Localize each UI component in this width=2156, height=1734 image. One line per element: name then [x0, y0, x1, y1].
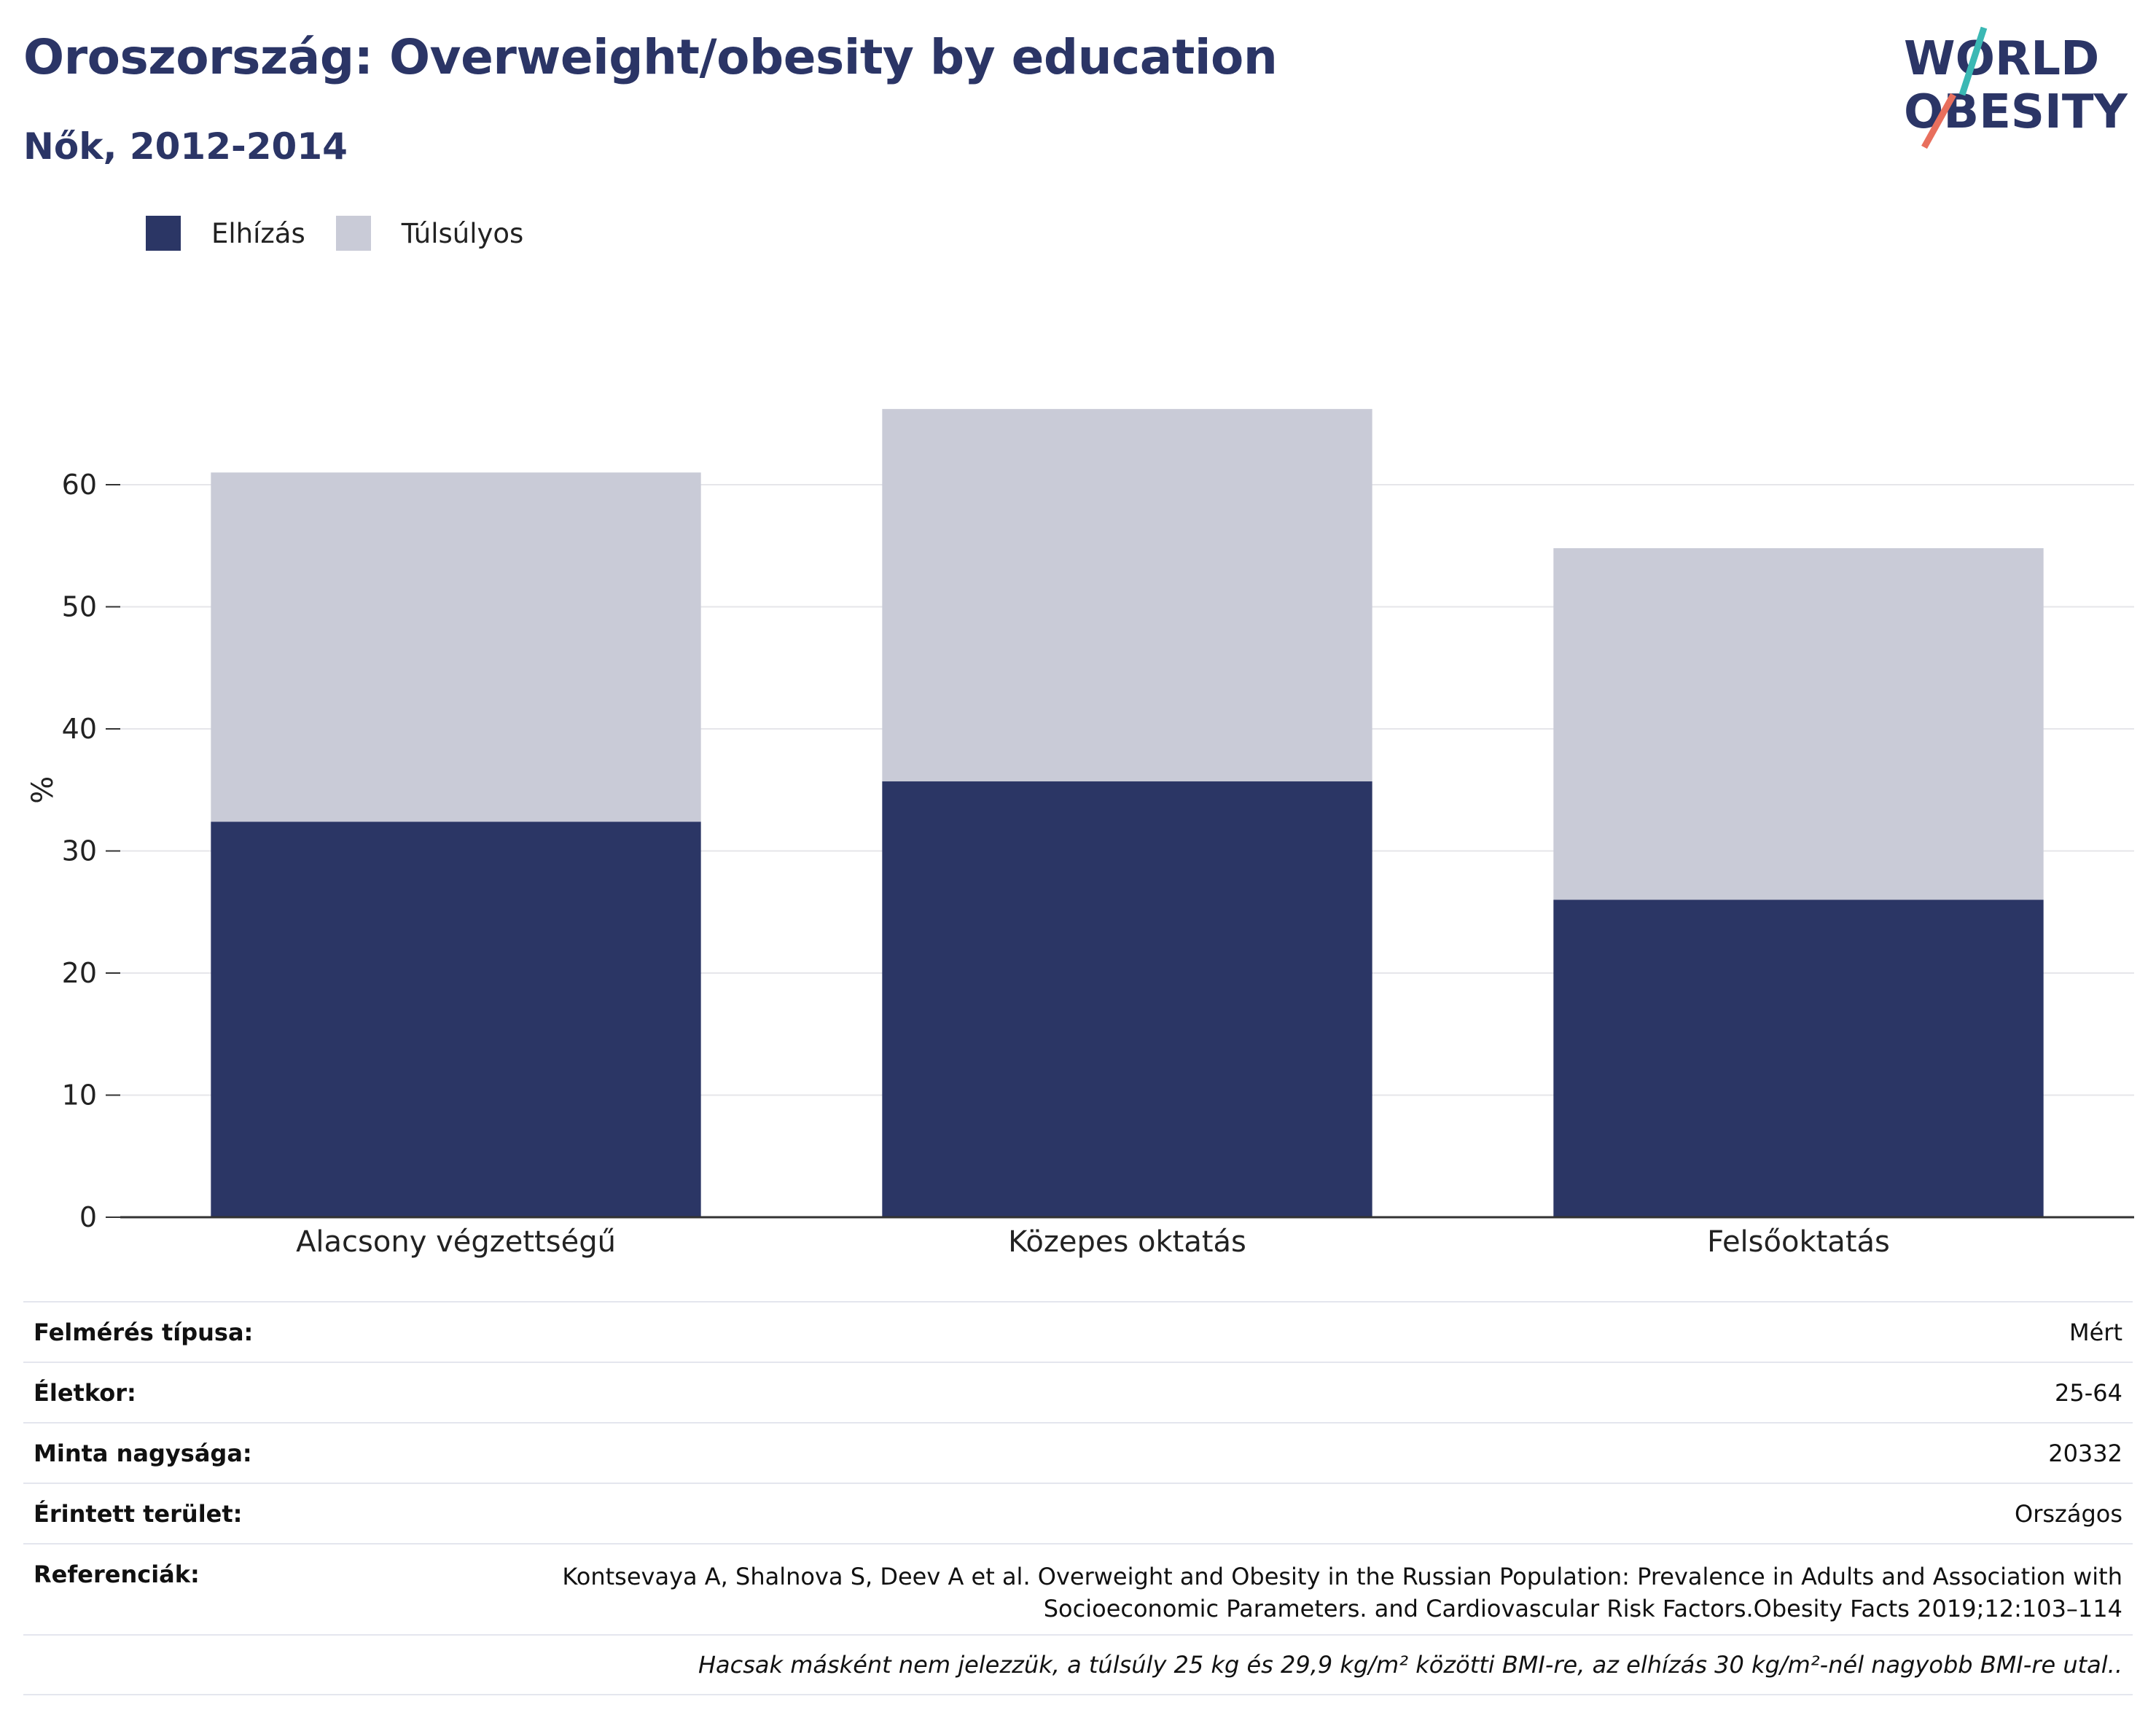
logo-line1: WORLD [1904, 32, 2099, 86]
info-key: Életkor: [34, 1378, 136, 1407]
y-tick-label: 40 [62, 713, 97, 745]
info-value: Mért [2069, 1318, 2122, 1346]
bmi-note: Hacsak másként nem jelezzük, a túlsúly 2… [698, 1651, 2122, 1679]
info-value: 25-64 [2055, 1378, 2122, 1407]
info-key: Minta nagysága: [34, 1439, 252, 1467]
info-row-area: Érintett terület: Országos [23, 1483, 2133, 1543]
x-category-label: Közepes oktatás [1008, 1225, 1246, 1259]
info-row-note: Hacsak másként nem jelezzük, a túlsúly 2… [23, 1634, 2133, 1695]
x-category-label: Felsőoktatás [1707, 1225, 1890, 1259]
legend: Elhízás Túlsúlyos [146, 216, 554, 251]
logo-teal-slash [1958, 26, 1988, 96]
info-key: Érintett terület: [34, 1499, 243, 1528]
y-tick-label: 30 [62, 835, 97, 867]
logo-coral-slash [1921, 93, 1956, 149]
y-tick-label: 20 [62, 957, 97, 989]
references-line-1: Kontsevaya A, Shalnova S, Deev A et al. … [562, 1563, 2122, 1590]
info-key: Felmérés típusa: [34, 1318, 254, 1346]
info-table: Felmérés típusa: Mért Életkor: 25-64 Min… [23, 1301, 2133, 1695]
chart-subtitle: Nők, 2012-2014 [23, 125, 348, 168]
legend-item-overweight[interactable]: Túlsúlyos [335, 216, 524, 251]
y-tick-label: 10 [62, 1079, 97, 1112]
bar-overweight [882, 409, 1372, 782]
bar-obesity [882, 781, 1372, 1217]
y-axis-label: % [26, 776, 60, 804]
info-row-references: Referenciák: Kontsevaya A, Shalnova S, D… [23, 1543, 2133, 1634]
bar-overweight [1553, 548, 2044, 900]
y-tick-label: 0 [79, 1201, 97, 1233]
info-row-sample-size: Minta nagysága: 20332 [23, 1422, 2133, 1483]
info-row-age: Életkor: 25-64 [23, 1362, 2133, 1422]
info-key: Referenciák: [34, 1561, 200, 1588]
bar-obesity [211, 821, 701, 1217]
bar-overweight [211, 472, 701, 822]
info-value: Országos [2015, 1499, 2122, 1528]
y-tick-label: 60 [62, 469, 97, 501]
bar-chart: 0 10 20 30 40 50 60% Alacsony végzettségű Közepe… [26, 409, 2134, 1259]
x-category-label: Alacsony végzettségű [296, 1225, 616, 1259]
y-tick-label: 50 [62, 591, 97, 623]
legend-item-obesity[interactable]: Elhízás [146, 216, 305, 251]
legend-label-overweight: Túlsúlyos [401, 217, 524, 249]
info-value: 20332 [2048, 1439, 2122, 1467]
chart-title: Oroszország: Overweight/obesity by educa… [23, 29, 1278, 85]
info-row-survey-type: Felmérés típusa: Mért [23, 1301, 2133, 1362]
world-obesity-logo: WORLD OBESITY [1904, 26, 2128, 149]
legend-swatch-obesity [146, 216, 181, 251]
bar-obesity [1553, 899, 2044, 1217]
references-text: Kontsevaya A, Shalnova S, Deev A et al. … [562, 1561, 2122, 1625]
legend-label-obesity: Elhízás [211, 217, 305, 249]
references-line-2: Socioeconomic Parameters. and Cardiovasc… [1043, 1595, 2122, 1622]
legend-swatch-overweight [335, 216, 371, 251]
